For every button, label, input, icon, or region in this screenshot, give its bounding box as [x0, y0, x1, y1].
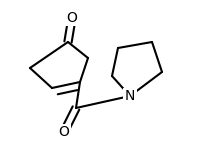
- Text: N: N: [125, 89, 135, 103]
- Text: O: O: [59, 125, 69, 139]
- Text: O: O: [67, 11, 78, 25]
